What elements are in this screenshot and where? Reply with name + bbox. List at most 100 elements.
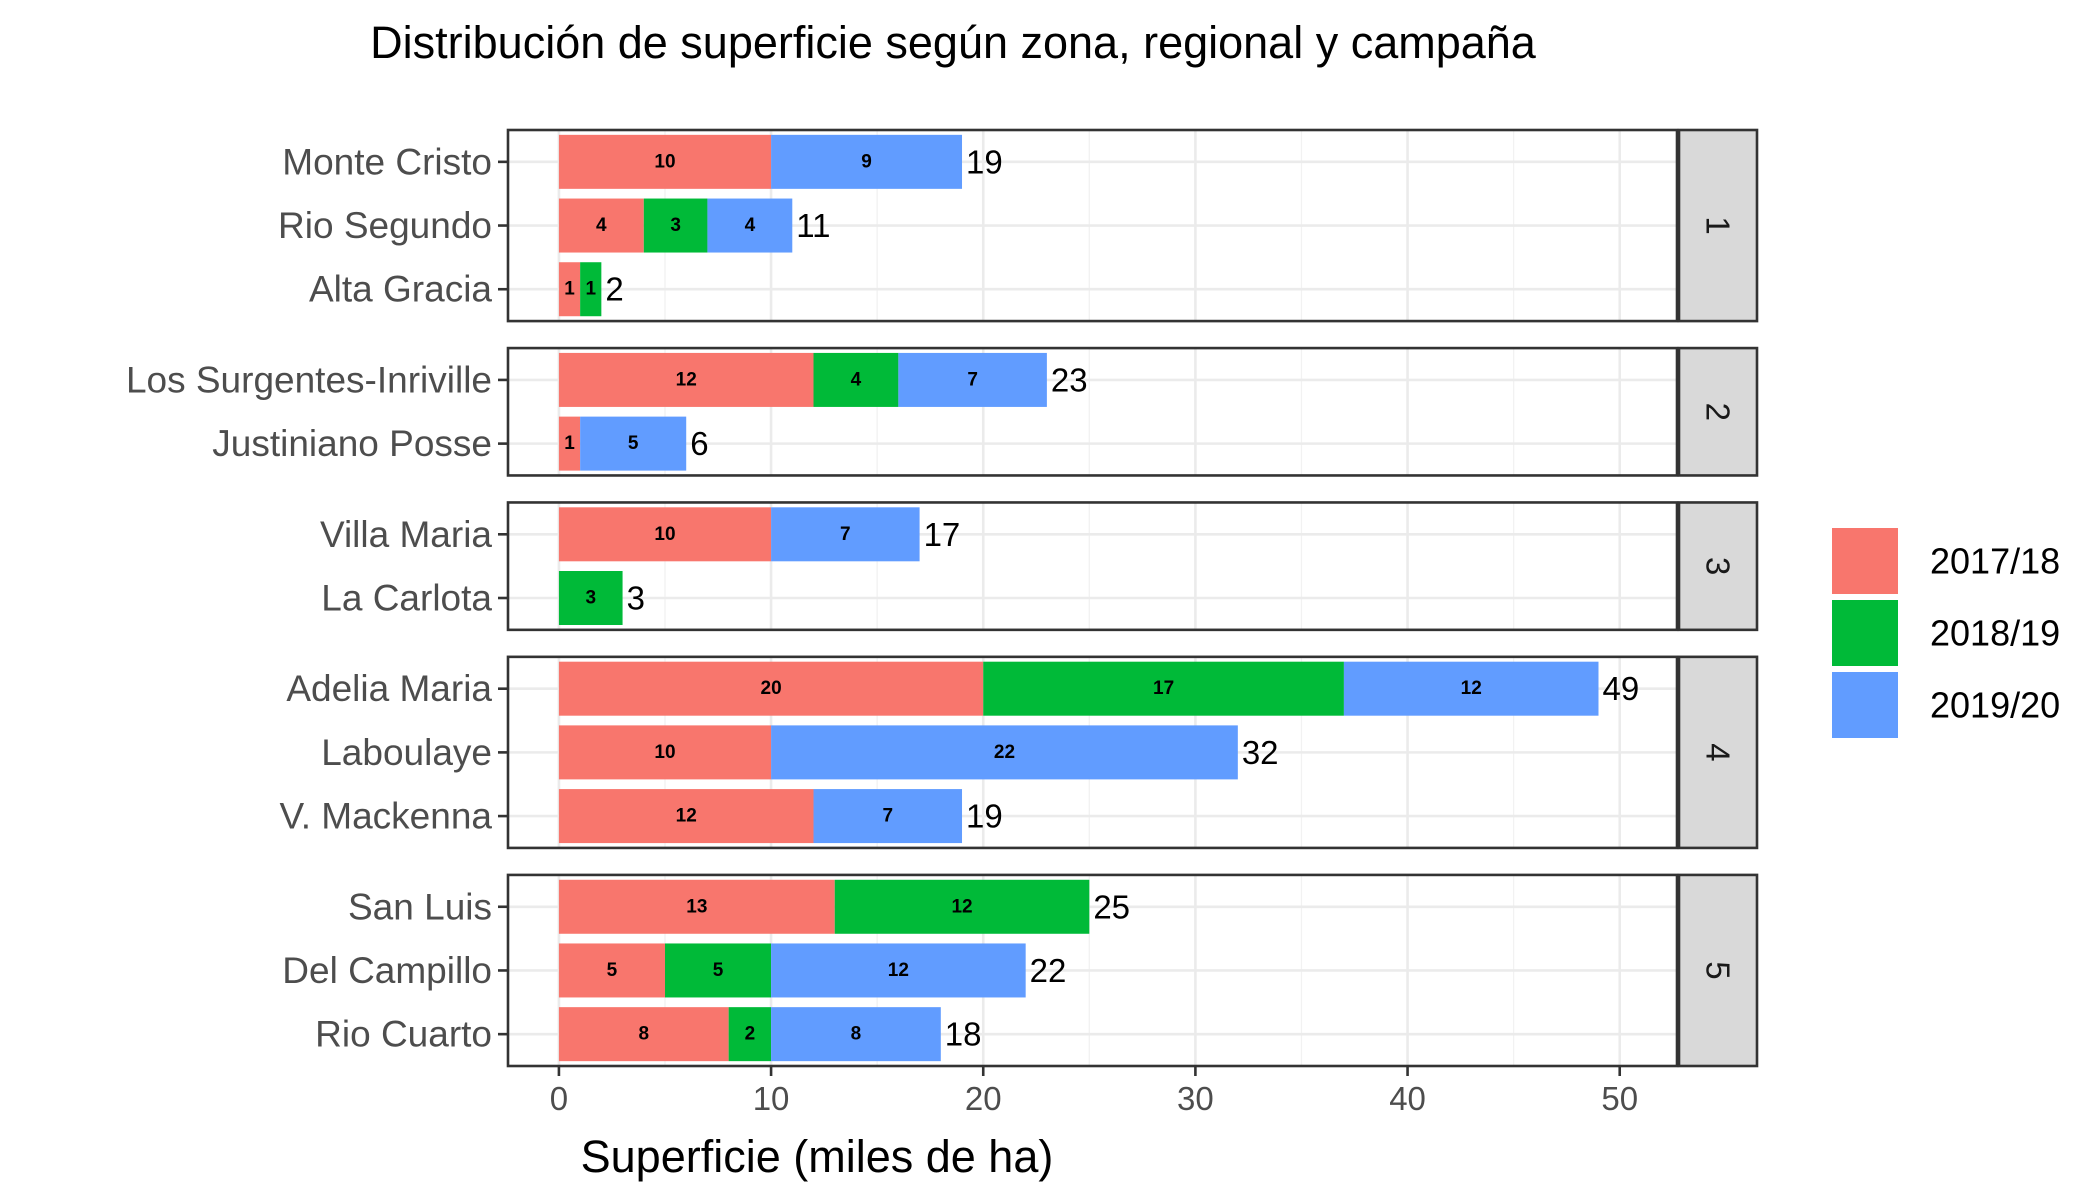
y-tick-label-san-luis: San Luis [348,886,492,927]
bar-del-campillo-2018-19 [664,943,772,998]
total-label-rio-cuarto: 18 [945,1016,982,1053]
y-tick-label-alta-gracia: Alta Gracia [309,269,492,310]
facet-strip-1 [1677,128,1759,323]
total-label-villa-maria: 17 [924,516,961,553]
bar-villa-maria-2019-20 [771,507,920,562]
bar-monte-cristo-2019-20 [771,134,963,189]
facet-strip-label-5: 5 [1700,961,1737,979]
bar-justiniano-posse-2017-18-label: 1 [564,433,575,454]
x-tick-label-50: 50 [1601,1080,1638,1117]
facet-strip-label-1: 1 [1700,216,1737,234]
bar-rio-cuarto-2017-18-label: 8 [638,1024,649,1045]
panel-border [506,873,1679,1068]
bar-del-campillo-2018-19-label: 5 [713,960,724,981]
bar-del-campillo-2017-18-label: 5 [607,960,618,981]
facet-strip-5 [1677,873,1759,1068]
total-label-del-campillo: 22 [1030,952,1067,989]
facet-strip-4 [1677,655,1759,850]
bar-laboulaye-2019-20-label: 22 [994,742,1015,763]
bar-laboulaye-2017-18-label: 10 [654,742,675,763]
total-label-la-carlota: 3 [627,580,645,617]
bar-justiniano-posse-2017-18 [558,416,581,471]
y-tick-label-la-carlota: La Carlota [321,578,492,619]
panel-border [506,346,1679,477]
bar-san-luis-2018-19 [834,879,1090,934]
y-tick-label-adelia-maria: Adelia Maria [286,668,492,709]
bar-rio-segundo-2017-18-label: 4 [596,215,607,236]
bar-alta-gracia-2017-18-label: 1 [564,279,575,300]
x-tick-label-0: 0 [550,1080,568,1117]
bar-monte-cristo-2017-18-label: 10 [654,151,675,172]
facet-strip-2 [1677,346,1759,477]
bar-alta-gracia-2018-19-label: 1 [585,279,596,300]
bar-villa-maria-2017-18 [558,507,772,562]
bar-rio-segundo-2019-20-label: 4 [745,215,756,236]
x-tick-label-30: 30 [1177,1080,1214,1117]
facet-strip-label-4: 4 [1700,743,1737,761]
legend-label-2018-19: 2018/19 [1930,613,2060,654]
y-tick-label-rio-segundo: Rio Segundo [278,205,492,246]
panel-border [506,655,1679,850]
bar-rio-cuarto-2019-20 [771,1007,941,1062]
bar-del-campillo-2019-20-label: 12 [888,960,909,981]
legend-key-2017-18 [1832,528,1898,594]
bar-adelia-maria-2018-19 [983,661,1344,716]
bar-rio-cuarto-2017-18 [558,1007,729,1062]
bar-v-mackenna-2017-18 [558,789,814,844]
bar-adelia-maria-2017-18 [558,661,984,716]
bar-alta-gracia-2017-18 [558,262,581,317]
total-label-los-surgentes-inriville: 23 [1051,361,1088,398]
x-tick-label-10: 10 [753,1080,790,1117]
bar-v-mackenna-2019-20 [813,789,963,844]
bar-la-carlota-2018-19-label: 3 [585,588,596,609]
facet-panel-2: Los Surgentes-Inriville 12 4 7 23Justiniano … [126,346,1759,477]
bar-los-surgentes-inriville-2018-19-label: 4 [851,369,862,390]
bar-adelia-maria-2018-19-label: 17 [1153,678,1174,699]
bar-rio-cuarto-2019-20-label: 8 [851,1024,862,1045]
total-label-san-luis: 25 [1093,888,1130,925]
bar-alta-gracia-2018-19 [580,262,602,317]
total-label-alta-gracia: 2 [605,271,623,308]
bar-adelia-maria-2019-20 [1343,661,1599,716]
bar-rio-segundo-2018-19 [643,198,708,253]
bar-laboulaye-2017-18 [558,725,772,780]
bar-los-surgentes-inriville-2018-19 [813,352,899,407]
facet-strip-label-3: 3 [1700,557,1737,575]
bar-san-luis-2018-19-label: 12 [951,896,972,917]
bar-rio-cuarto-2018-19-label: 2 [745,1024,756,1045]
x-tick-label-20: 20 [965,1080,1002,1117]
bar-san-luis-2017-18-label: 13 [686,896,707,917]
bar-los-surgentes-inriville-2017-18-label: 12 [676,369,697,390]
panel-border [506,128,1679,323]
bar-san-luis-2017-18 [558,879,835,934]
facet-strip-3 [1677,501,1759,632]
bar-laboulaye-2019-20 [771,725,1238,780]
total-label-rio-segundo: 11 [796,207,830,244]
total-label-v-mackenna: 19 [966,798,1003,835]
legend-label-2017-18: 2017/18 [1930,541,2060,582]
total-label-laboulaye: 32 [1242,734,1279,771]
bar-v-mackenna-2019-20-label: 7 [882,806,893,827]
bar-los-surgentes-inriville-2017-18 [558,352,814,407]
y-tick-label-rio-cuarto: Rio Cuarto [315,1014,492,1055]
y-tick-label-v-mackenna: V. Mackenna [279,796,492,837]
bar-villa-maria-2019-20-label: 7 [840,524,851,545]
legend-label-2019-20: 2019/20 [1930,685,2060,726]
bar-los-surgentes-inriville-2019-20-label: 7 [967,369,978,390]
total-label-justiniano-posse: 6 [690,425,708,462]
total-label-monte-cristo: 19 [966,143,1003,180]
bar-v-mackenna-2017-18-label: 12 [676,806,697,827]
y-tick-label-laboulaye: Laboulaye [321,732,492,773]
legend-key-2018-19 [1832,600,1898,666]
bar-justiniano-posse-2019-20 [580,416,687,471]
facet-strip-label-2: 2 [1700,403,1737,421]
bar-del-campillo-2019-20 [771,943,1026,998]
bar-monte-cristo-2017-18 [558,134,772,189]
facet-panel-4: Adelia Maria 20 17 12 49 Laboulaye 10 22 32 V. Ma… [279,655,1759,850]
chart-title: Distribución de superficie según zona, r… [370,17,1537,68]
bar-la-carlota-2018-19 [558,571,623,625]
